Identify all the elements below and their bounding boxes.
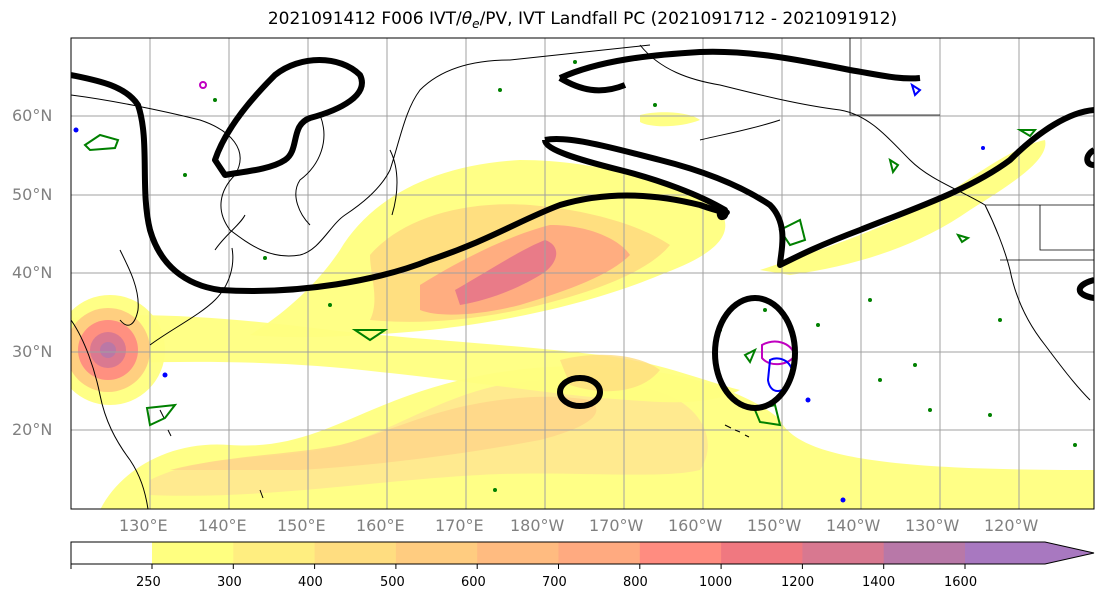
lat-label-50n: 50°N <box>12 185 53 204</box>
colorbar-tick-1600: 1600 <box>944 575 978 590</box>
colorbar-segment <box>395 542 478 564</box>
colorbar-extend-arrow <box>1045 542 1094 564</box>
map-gridlines <box>71 38 1094 509</box>
map-frame <box>70 37 1095 510</box>
lon-label-130e: 130°E <box>119 516 168 535</box>
lon-label-130w: 130°W <box>905 516 960 535</box>
colorbar-tick-600: 600 <box>461 575 486 590</box>
pv-blue-dots <box>73 127 985 503</box>
lon-label-120w: 120°W <box>984 516 1039 535</box>
theta-e-contours <box>83 129 1038 427</box>
colorbar <box>70 541 1095 569</box>
colorbar-tick-250: 250 <box>136 575 161 590</box>
colorbar-tick-1200: 1200 <box>781 575 815 590</box>
lon-label-180w: 180°W <box>510 516 565 535</box>
colorbar-segment <box>233 542 316 564</box>
colorbar-outline <box>70 541 1095 565</box>
colorbar-segment <box>965 542 1045 564</box>
lon-label-140e: 140°E <box>198 516 247 535</box>
lon-label-150e: 150°E <box>277 516 326 535</box>
colorbar-segment <box>314 542 397 564</box>
figure-title: 2021091412 F006 IVT/θe/PV, IVT Landfall … <box>267 9 898 32</box>
colorbar-segment <box>639 542 722 564</box>
colorbar-tick-1000: 1000 <box>699 575 733 590</box>
colorbar-tick-800: 800 <box>623 575 648 590</box>
ivt-shading <box>71 112 1094 509</box>
ivt-pc-contours <box>71 48 1094 411</box>
lat-label-40n: 40°N <box>12 263 53 282</box>
political-borders <box>849 38 1094 261</box>
lon-label-160e: 160°E <box>356 516 405 535</box>
lat-label-20n: 20°N <box>12 420 53 439</box>
lon-label-170e: 170°E <box>435 516 484 535</box>
colorbar-segment <box>477 542 559 564</box>
colorbar-tick-300: 300 <box>217 575 242 590</box>
lat-label-60n: 60°N <box>12 106 53 125</box>
lon-label-160w: 160°W <box>668 516 723 535</box>
lon-label-140w: 140°W <box>826 516 881 535</box>
lat-label-30n: 30°N <box>12 342 53 361</box>
colorbar-tick-500: 500 <box>380 575 405 590</box>
colorbar-segment <box>152 542 234 564</box>
colorbar-segment <box>802 542 885 564</box>
colorbar-tick-400: 400 <box>298 575 323 590</box>
coastlines <box>71 44 1091 509</box>
colorbar-tick-1400: 1400 <box>862 575 896 590</box>
colorbar-segment <box>558 542 641 564</box>
colorbar-tick-700: 700 <box>542 575 567 590</box>
colorbar-segment <box>721 542 803 564</box>
lon-label-170w: 170°W <box>589 516 644 535</box>
colorbar-segment <box>883 542 966 564</box>
theta-e-dots <box>183 60 1077 492</box>
lon-label-150w: 150°W <box>747 516 802 535</box>
